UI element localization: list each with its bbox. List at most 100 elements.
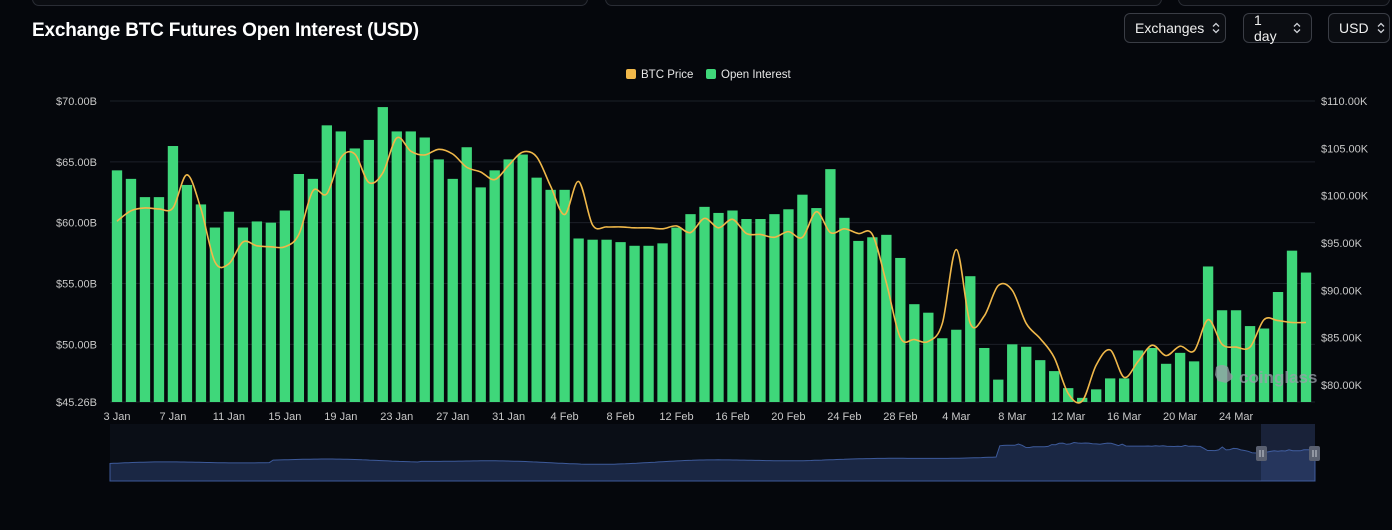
- open-interest-bar[interactable]: [335, 131, 346, 403]
- open-interest-bar[interactable]: [839, 217, 850, 402]
- currency-select-label: USD: [1339, 20, 1369, 36]
- open-interest-bar[interactable]: [937, 338, 948, 402]
- navigator-right-handle[interactable]: [1309, 446, 1320, 461]
- open-interest-bar[interactable]: [1272, 292, 1284, 402]
- open-interest-bar[interactable]: [741, 219, 752, 402]
- open-interest-bar[interactable]: [783, 209, 794, 402]
- chart-legend[interactable]: BTC Price Open Interest: [626, 69, 791, 81]
- open-interest-bar[interactable]: [349, 148, 360, 402]
- open-interest-bar[interactable]: [755, 219, 766, 402]
- open-interest-bar[interactable]: [489, 170, 500, 402]
- open-interest-bar[interactable]: [685, 214, 696, 402]
- open-interest-bar[interactable]: [1007, 344, 1018, 402]
- open-interest-bar[interactable]: [517, 154, 528, 402]
- open-interest-bar[interactable]: [531, 177, 542, 402]
- open-interest-bar[interactable]: [1258, 328, 1270, 402]
- open-interest-bar[interactable]: [461, 147, 472, 402]
- coinglass-watermark: coinglass: [1215, 365, 1317, 387]
- open-interest-bar[interactable]: [727, 210, 738, 402]
- open-interest-bar[interactable]: [1132, 350, 1144, 402]
- open-interest-bar[interactable]: [853, 240, 864, 402]
- open-interest-bar[interactable]: [1230, 310, 1242, 402]
- open-interest-bar[interactable]: [895, 257, 906, 402]
- open-interest-bar[interactable]: [1104, 378, 1116, 402]
- legend-label-open-interest[interactable]: Open Interest: [721, 69, 791, 81]
- open-interest-bar[interactable]: [433, 159, 444, 402]
- open-interest-bar[interactable]: [279, 210, 291, 402]
- open-interest-bar[interactable]: [629, 245, 640, 402]
- navigator-left-handle[interactable]: [1256, 446, 1267, 461]
- open-interest-bar[interactable]: [321, 125, 332, 402]
- open-interest-bar[interactable]: [195, 204, 207, 402]
- open-interest-bar[interactable]: [265, 222, 277, 402]
- open-interest-bar[interactable]: [713, 212, 724, 402]
- open-interest-bar[interactable]: [797, 194, 808, 402]
- open-interest-bar[interactable]: [1160, 363, 1172, 402]
- open-interest-bar[interactable]: [1021, 346, 1032, 402]
- open-interest-bar[interactable]: [1244, 326, 1256, 402]
- open-interest-bar[interactable]: [237, 227, 249, 402]
- open-interest-bar[interactable]: [545, 189, 556, 402]
- open-interest-bar[interactable]: [1118, 378, 1130, 402]
- open-interest-bar[interactable]: [209, 227, 221, 402]
- open-interest-bar[interactable]: [1286, 250, 1298, 402]
- interval-select[interactable]: 1 day: [1243, 12, 1312, 44]
- open-interest-bar[interactable]: [111, 170, 123, 402]
- legend-label-btc-price[interactable]: BTC Price: [641, 69, 693, 81]
- open-interest-bar[interactable]: [825, 169, 836, 402]
- open-interest-bar[interactable]: [1063, 388, 1074, 402]
- open-interest-bar[interactable]: [615, 242, 626, 402]
- open-interest-bar[interactable]: [1188, 361, 1200, 402]
- open-interest-bar[interactable]: [657, 243, 668, 402]
- open-interest-bar[interactable]: [1216, 310, 1228, 402]
- open-interest-bar[interactable]: [643, 245, 654, 402]
- open-interest-bar[interactable]: [139, 197, 151, 402]
- currency-select[interactable]: USD: [1328, 13, 1390, 43]
- open-interest-bar[interactable]: [181, 184, 193, 402]
- open-interest-bar[interactable]: [391, 131, 402, 403]
- open-interest-bar[interactable]: [125, 178, 137, 402]
- open-interest-bar[interactable]: [1091, 389, 1102, 402]
- open-interest-bar[interactable]: [167, 146, 179, 402]
- open-interest-bar[interactable]: [979, 347, 990, 402]
- open-interest-bar[interactable]: [811, 208, 822, 402]
- open-interest-bar[interactable]: [951, 329, 962, 402]
- open-interest-bar[interactable]: [909, 304, 920, 402]
- open-interest-bar[interactable]: [881, 234, 892, 402]
- y-right-tick-label: $85.00K: [1321, 333, 1363, 345]
- open-interest-bar[interactable]: [475, 187, 486, 402]
- open-interest-bar[interactable]: [573, 238, 584, 402]
- open-interest-bar[interactable]: [153, 197, 165, 402]
- open-interest-bar[interactable]: [223, 211, 235, 402]
- open-interest-bar[interactable]: [965, 276, 976, 402]
- open-interest-bar[interactable]: [1146, 347, 1158, 402]
- open-interest-bar[interactable]: [293, 173, 305, 402]
- open-interest-bar[interactable]: [923, 312, 934, 402]
- open-interest-bar[interactable]: [1202, 266, 1214, 402]
- open-interest-bar[interactable]: [559, 189, 570, 402]
- open-interest-bar[interactable]: [699, 206, 710, 402]
- open-interest-bar[interactable]: [769, 214, 780, 402]
- open-interest-bar[interactable]: [503, 159, 514, 402]
- open-interest-bar[interactable]: [867, 237, 878, 402]
- navigator-selection[interactable]: [1261, 424, 1315, 481]
- open-interest-bar[interactable]: [447, 178, 458, 402]
- btc-price-line[interactable]: [116, 136, 1307, 404]
- open-interest-bar[interactable]: [671, 227, 682, 402]
- open-interest-bar[interactable]: [307, 178, 319, 402]
- open-interest-bar[interactable]: [1300, 272, 1312, 402]
- open-interest-bar[interactable]: [251, 221, 263, 402]
- navigator-area: [109, 441, 1316, 482]
- exchanges-select[interactable]: Exchanges: [1124, 13, 1226, 43]
- open-interest-bar[interactable]: [1035, 360, 1046, 402]
- open-interest-bar[interactable]: [601, 239, 612, 402]
- open-interest-bar[interactable]: [993, 379, 1004, 402]
- open-interest-bar[interactable]: [419, 137, 430, 402]
- open-interest-bar[interactable]: [405, 131, 416, 403]
- range-navigator[interactable]: [109, 424, 1320, 482]
- open-interest-bar[interactable]: [1049, 371, 1060, 402]
- open-interest-bar[interactable]: [1174, 352, 1186, 402]
- open-interest-bar[interactable]: [377, 107, 388, 403]
- open-interest-bar[interactable]: [587, 239, 598, 402]
- open-interest-bar[interactable]: [363, 139, 374, 402]
